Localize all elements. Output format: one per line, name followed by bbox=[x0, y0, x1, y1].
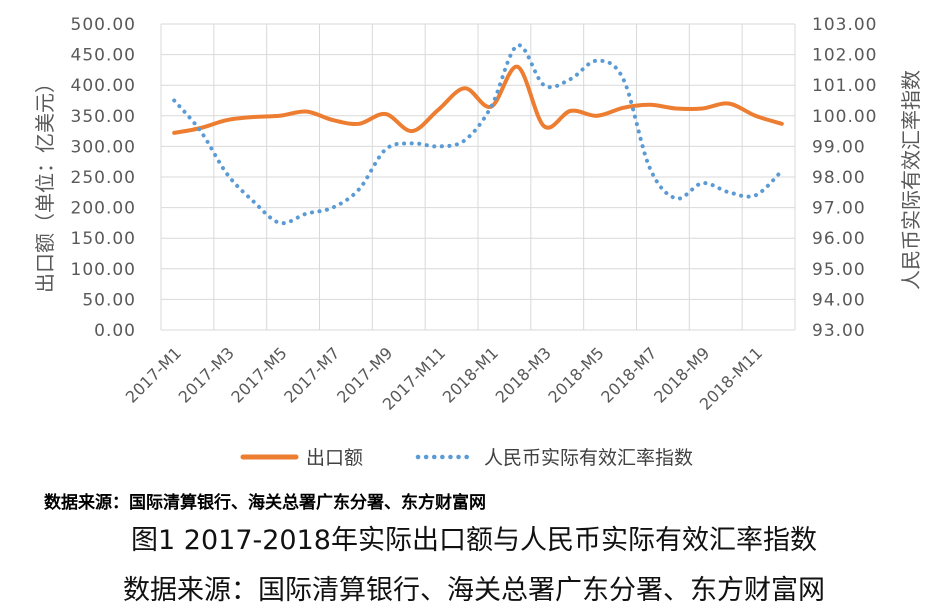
x-tick-label: 2018-M7 bbox=[597, 343, 660, 406]
left-tick-label: 500.00 bbox=[71, 15, 136, 35]
right-tick-label: 98.00 bbox=[812, 168, 866, 188]
right-axis-title: 人民币实际有效汇率指数 bbox=[899, 70, 923, 290]
export-line bbox=[172, 64, 784, 135]
source-note-small: 数据来源：国际清算银行、海关总署广东分署、东方财富网 bbox=[44, 493, 486, 513]
figure-caption: 图1 2017-2018年实际出口额与人民币实际有效汇率指数 bbox=[131, 525, 817, 556]
left-tick-label: 400.00 bbox=[71, 76, 136, 96]
left-tick-label: 0.00 bbox=[94, 321, 136, 341]
right-tick-label: 103.00 bbox=[812, 15, 877, 35]
x-tick-label: 2018-M1 bbox=[439, 343, 502, 406]
source-note: 数据来源：国际清算银行、海关总署广东分署、东方财富网 bbox=[123, 575, 825, 606]
right-tick-label: 97.00 bbox=[812, 199, 866, 219]
left-tick-label: 450.00 bbox=[71, 46, 136, 66]
left-tick-label: 350.00 bbox=[71, 107, 136, 127]
right-tick-label: 96.00 bbox=[812, 229, 866, 249]
legend: 出口额 人民币实际有效汇率指数 bbox=[240, 447, 693, 469]
left-tick-label: 200.00 bbox=[71, 199, 136, 219]
right-tick-label: 100.00 bbox=[812, 107, 877, 127]
left-tick-label: 100.00 bbox=[71, 260, 136, 280]
x-tick-label: 2018-M3 bbox=[492, 343, 555, 406]
right-axis-ticks: 93.00 94.00 95.00 96.00 97.00 98.00 99.00 100.0… bbox=[812, 15, 877, 341]
right-tick-label: 95.00 bbox=[812, 260, 866, 280]
right-tick-label: 99.00 bbox=[812, 137, 866, 157]
x-tick-label: 2018-M5 bbox=[544, 343, 607, 406]
gridlines bbox=[160, 23, 796, 331]
exchange-rate-line bbox=[172, 43, 784, 226]
x-tick-label: 2017-M5 bbox=[227, 343, 290, 406]
right-tick-label: 102.00 bbox=[812, 46, 877, 66]
x-tick-label: 2017-M1 bbox=[122, 343, 185, 406]
left-tick-label: 50.00 bbox=[82, 290, 136, 310]
legend-label-export: 出口额 bbox=[306, 447, 363, 469]
left-tick-label: 250.00 bbox=[71, 168, 136, 188]
left-axis-title: 出口额（单位：亿美元） bbox=[33, 73, 57, 293]
x-tick-label: 2017-M3 bbox=[175, 343, 238, 406]
right-tick-label: 101.00 bbox=[812, 76, 877, 96]
right-tick-label: 93.00 bbox=[812, 321, 866, 341]
left-tick-label: 300.00 bbox=[71, 137, 136, 157]
legend-label-rate: 人民币实际有效汇率指数 bbox=[484, 447, 693, 469]
x-axis-ticks: 2017-M12017-M32017-M52017-M72017-M92017-… bbox=[122, 343, 766, 413]
chart: 0.00 50.00 100.00 150.00 200.00 250.00 300.00 3… bbox=[33, 15, 923, 469]
x-tick-label: 2017-M7 bbox=[280, 343, 343, 406]
series-lines bbox=[172, 43, 784, 226]
left-axis-ticks: 0.00 50.00 100.00 150.00 200.00 250.00 300.00 3… bbox=[71, 15, 136, 341]
left-tick-label: 150.00 bbox=[71, 229, 136, 249]
right-tick-label: 94.00 bbox=[812, 290, 866, 310]
